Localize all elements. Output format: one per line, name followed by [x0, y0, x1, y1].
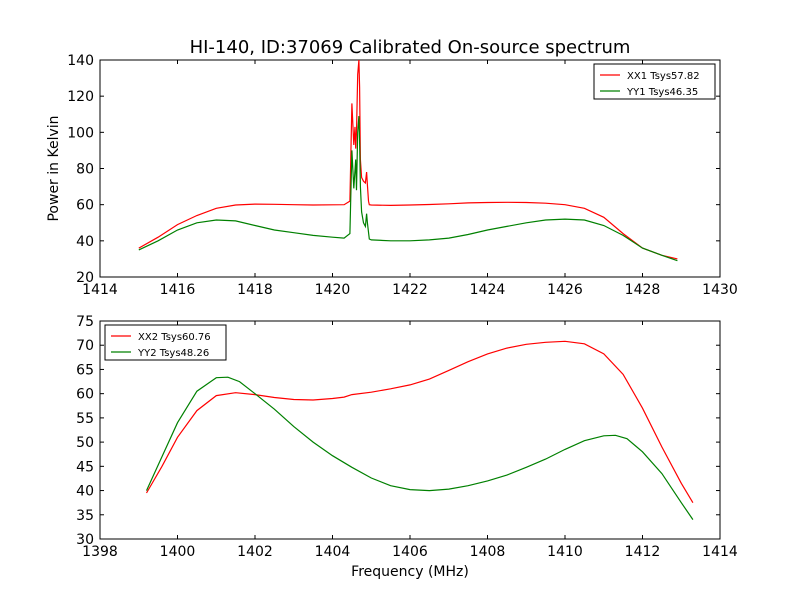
- x-tick-label: 1412: [625, 544, 661, 560]
- top-plot: 1414 1416 1418 1420 1422 1424 1426 1428 1430 20 40…: [46, 53, 738, 298]
- bottom-plot: 1398 1400 1402 1404 1406 1408 1410 1412 1414 30 35…: [76, 314, 738, 580]
- x-tick-label: 1422: [392, 282, 428, 298]
- x-tick-label: 1400: [160, 544, 196, 560]
- series-line: [145, 376, 694, 520]
- y-tick-label: 60: [76, 387, 94, 403]
- x-tick-label: 1402: [237, 544, 273, 560]
- x-tick-label: 1404: [315, 544, 351, 560]
- x-tick-label: 1430: [702, 282, 738, 298]
- legend-label: XX2 Tsys60.76: [138, 332, 211, 343]
- y-axis-label: Power in Kelvin: [46, 115, 62, 221]
- legend-box: [593, 63, 716, 100]
- y-tick-label: 40: [76, 484, 94, 500]
- x-tick-label: 1418: [237, 282, 273, 298]
- series-line: [145, 340, 694, 504]
- legend-label: XX1 Tsys57.82: [627, 71, 700, 82]
- x-axis-label: Frequency (MHz): [351, 564, 469, 580]
- x-tick-label: 1408: [470, 544, 506, 560]
- legend-label: YY2 Tsys48.26: [137, 348, 209, 359]
- legend-label: YY1 Tsys46.35: [626, 87, 698, 98]
- series-line: [138, 60, 678, 260]
- y-tick-label: 55: [76, 411, 94, 427]
- y-tick-label: 65: [76, 362, 94, 378]
- y-tick-label: 80: [76, 162, 94, 178]
- y-tick-label: 35: [76, 508, 94, 524]
- legend: XX2 Tsys60.76 YY2 Tsys48.26: [104, 324, 227, 361]
- x-tick-label: 1410: [547, 544, 583, 560]
- x-tick-label: 1414: [82, 282, 118, 298]
- x-tick-label: 1424: [470, 282, 506, 298]
- legend: XX1 Tsys57.82 YY1 Tsys46.35: [593, 63, 716, 100]
- y-tick-label: 75: [76, 314, 94, 330]
- x-tick-label: 1420: [315, 282, 351, 298]
- y-tick-label: 45: [76, 459, 94, 475]
- y-tick-label: 20: [76, 270, 94, 286]
- series-line: [138, 116, 678, 262]
- x-tick-label: 1398: [82, 544, 118, 560]
- x-tick-label: 1428: [625, 282, 661, 298]
- y-tick-label: 30: [76, 532, 94, 548]
- y-tick-label: 120: [67, 89, 94, 105]
- y-tick-label: 40: [76, 234, 94, 250]
- x-tick-label: 1416: [160, 282, 196, 298]
- legend-box: [104, 324, 227, 361]
- y-tick-label: 100: [67, 125, 94, 141]
- y-tick-label: 140: [67, 53, 94, 69]
- y-tick-label: 50: [76, 435, 94, 451]
- y-tick-label: 70: [76, 338, 94, 354]
- chart-title: HI-140, ID:37069 Calibrated On-source sp…: [190, 37, 631, 58]
- x-tick-label: 1406: [392, 544, 428, 560]
- y-tick-label: 60: [76, 198, 94, 214]
- x-tick-label: 1414: [702, 544, 738, 560]
- x-tick-label: 1426: [547, 282, 583, 298]
